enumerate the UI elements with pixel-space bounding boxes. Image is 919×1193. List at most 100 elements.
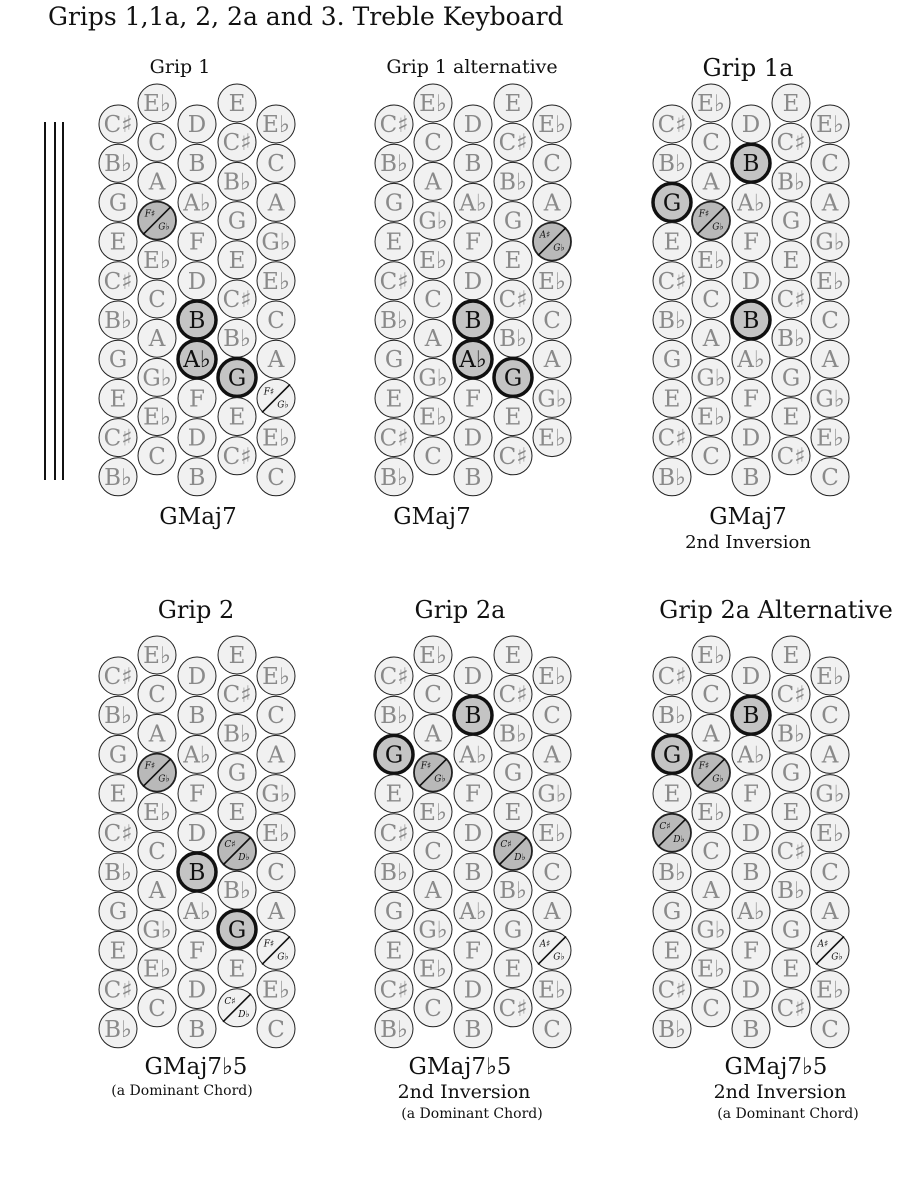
note-button-circle — [453, 222, 493, 262]
note-button-circle — [217, 397, 257, 437]
note-button: B♭ — [374, 143, 414, 183]
note-button-circle — [217, 201, 257, 241]
note-label: C — [821, 703, 839, 729]
note-label: B — [465, 151, 482, 177]
note-label: E♭ — [143, 91, 171, 117]
note-label: D — [188, 664, 206, 690]
note-button-circle — [731, 457, 771, 497]
note-button: C♯ — [493, 436, 533, 476]
note-button: G — [98, 891, 138, 931]
note-button-circle — [771, 436, 811, 476]
note-button: G♭ — [532, 774, 572, 814]
note-button: B — [453, 143, 493, 183]
note-label: C — [267, 308, 285, 334]
note-label: B — [189, 1017, 206, 1043]
note-button-circle — [98, 104, 138, 144]
chord-note: (a Dominant Chord) — [111, 1083, 253, 1099]
note-label: E♭ — [697, 405, 725, 431]
note-button-circle — [771, 161, 811, 201]
note-label: B♭ — [499, 721, 527, 747]
note-label: B♭ — [777, 878, 805, 904]
note-button-circle — [453, 418, 493, 458]
note-button-circle — [731, 734, 771, 774]
note-button: E — [493, 397, 533, 437]
note-button: E♭ — [256, 813, 296, 853]
note-button: C♯ — [771, 279, 811, 319]
note-button-circle — [691, 674, 731, 714]
note-label: G♭ — [815, 782, 844, 808]
note-button: E — [374, 774, 414, 814]
note-button: A♭ — [731, 734, 771, 774]
note-label: E♭ — [262, 664, 290, 690]
note-button-circle — [374, 261, 414, 301]
note-button: G — [98, 339, 138, 379]
note-button-circle — [730, 142, 772, 184]
note-label: B♭ — [777, 326, 805, 352]
note-button: A — [137, 318, 177, 358]
note-button-circle — [374, 300, 414, 340]
note-label: E — [505, 248, 522, 274]
note-button: C♯ — [217, 279, 257, 319]
note-button: G — [216, 356, 258, 399]
note-button: C — [256, 1009, 296, 1049]
note-button: B — [731, 457, 771, 497]
note-button: A — [691, 161, 731, 201]
enharmonic-slash — [418, 758, 448, 788]
note-button-circle — [810, 104, 850, 144]
note-button: B — [177, 457, 217, 497]
note-button: B♭ — [652, 457, 692, 497]
note-button: E♭ — [256, 261, 296, 301]
note-label: B♭ — [104, 1017, 132, 1043]
note-label: G♭ — [418, 365, 447, 391]
note-button: G♭ — [413, 201, 453, 241]
note-button-circle — [652, 930, 692, 970]
enharmonic-label: D♭ — [513, 853, 525, 863]
note-button: E♭ — [691, 240, 731, 280]
note-button-circle — [256, 143, 296, 183]
note-button: B♭ — [493, 161, 533, 201]
note-button-circle — [177, 774, 217, 814]
note-label: D — [742, 664, 760, 690]
note-button-circle — [256, 656, 296, 696]
note-button-circle — [453, 774, 493, 814]
note-button-circle — [137, 318, 177, 358]
note-button-circle — [810, 143, 850, 183]
note-label: B♭ — [380, 703, 408, 729]
note-label: A — [424, 721, 442, 747]
note-button: C — [691, 831, 731, 871]
note-label: G♭ — [537, 386, 566, 412]
note-label: C♯ — [499, 996, 528, 1022]
note-label: C♯ — [223, 130, 252, 156]
note-button-circle — [256, 813, 296, 853]
note-button: D — [731, 970, 771, 1010]
note-button: E♭ — [532, 261, 572, 301]
note-button: E — [217, 635, 257, 675]
note-button-circle — [532, 182, 572, 222]
grip-title: Grip 2a — [414, 596, 506, 624]
note-button-circle — [771, 713, 811, 753]
note-button: C — [413, 122, 453, 162]
grip-title: Grip 1 alternative — [386, 56, 558, 78]
note-label: D — [464, 112, 482, 138]
note-button-circle — [493, 83, 533, 123]
note-label: A♭ — [736, 742, 764, 768]
note-label: B♭ — [104, 703, 132, 729]
note-label: E — [110, 386, 127, 412]
note-button: B — [730, 694, 772, 736]
note-button-circle — [374, 774, 414, 814]
note-button-circle — [453, 891, 493, 931]
note-button: E — [217, 397, 257, 437]
note-button-circle — [810, 891, 850, 931]
note-label: G — [228, 209, 246, 235]
note-button-circle — [771, 831, 811, 871]
note-label: B♭ — [380, 860, 408, 886]
note-button-circle — [691, 909, 731, 949]
note-label: E — [664, 938, 681, 964]
note-button: A♯G♭ — [810, 930, 850, 970]
note-button-circle — [137, 161, 177, 201]
note-label: A♭ — [182, 347, 210, 373]
note-button: A♭ — [176, 338, 218, 380]
note-button: E — [217, 83, 257, 123]
note-label: C — [267, 151, 285, 177]
note-button-circle — [493, 753, 533, 793]
